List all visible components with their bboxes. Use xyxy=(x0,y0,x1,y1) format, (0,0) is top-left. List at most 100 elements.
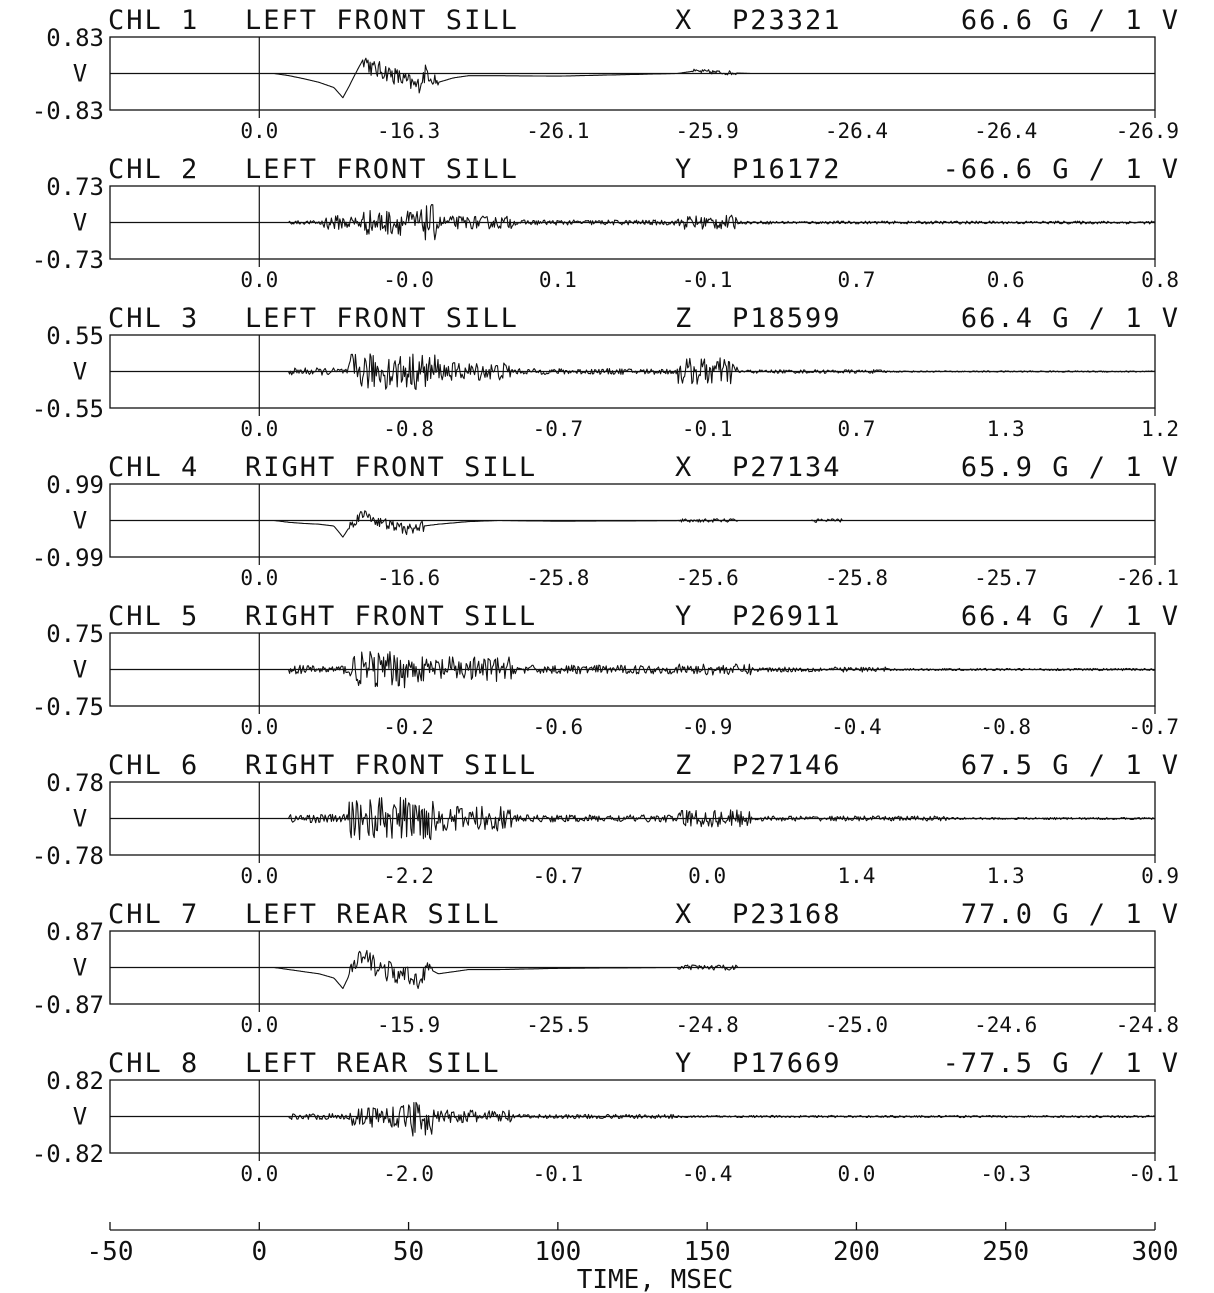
sensor-id: P27134 xyxy=(732,452,842,483)
segment-value-label: -0.4 xyxy=(831,715,882,739)
sensitivity-label: -77.5 G / 1 V xyxy=(943,1048,1180,1079)
channel-location: LEFT FRONT SILL xyxy=(245,5,519,36)
time-tick-label: 300 xyxy=(1132,1237,1179,1267)
segment-value-label: -0.4 xyxy=(682,1162,733,1186)
segment-value-label: 1.3 xyxy=(987,864,1025,888)
y-min-label: -0.55 xyxy=(32,395,104,423)
channel-label: CHL 8 xyxy=(108,1048,199,1079)
y-min-label: -0.75 xyxy=(32,693,104,721)
segment-value-label: -0.0 xyxy=(383,268,434,292)
y-max-label: 0.73 xyxy=(46,173,104,201)
y-min-label: -0.73 xyxy=(32,246,104,274)
sensitivity-label: 66.4 G / 1 V xyxy=(961,303,1180,334)
y-unit-label: V xyxy=(73,656,87,684)
y-min-label: -0.87 xyxy=(32,991,104,1019)
segment-value-label: -0.3 xyxy=(980,1162,1031,1186)
y-max-label: 0.75 xyxy=(46,620,104,648)
channel-panel: CHL 5 RIGHT FRONT SILL Y P26911 66.4 G / 1 V… xyxy=(32,601,1180,739)
segment-value-label: -0.9 xyxy=(682,715,733,739)
y-min-label: -0.83 xyxy=(32,97,104,125)
segment-value-label: -25.0 xyxy=(825,1013,888,1037)
segment-value-label: -24.8 xyxy=(676,1013,739,1037)
time-tick-label: 150 xyxy=(684,1237,731,1267)
channel-location: RIGHT FRONT SILL xyxy=(245,452,537,483)
segment-value-label: 0.8 xyxy=(1141,268,1179,292)
segment-value-label: -26.1 xyxy=(526,119,589,143)
segment-value-label: -0.1 xyxy=(1128,1162,1179,1186)
segment-value-label: 1.3 xyxy=(987,417,1025,441)
y-unit-label: V xyxy=(73,60,87,88)
y-max-label: 0.55 xyxy=(46,322,104,350)
channel-panel: CHL 2 LEFT FRONT SILL Y P16172 -66.6 G / 1 V… xyxy=(32,154,1180,292)
sensor-id: P23321 xyxy=(732,5,842,36)
segment-value-label: 0.1 xyxy=(539,268,577,292)
segment-value-label: -24.6 xyxy=(974,1013,1037,1037)
segment-value-label: -0.1 xyxy=(533,1162,584,1186)
segment-value-label: 0.0 xyxy=(837,1162,875,1186)
sensitivity-label: 66.6 G / 1 V xyxy=(961,5,1180,36)
segment-value-label: -25.8 xyxy=(825,566,888,590)
segment-value-label: -26.4 xyxy=(974,119,1037,143)
sensitivity-label: 65.9 G / 1 V xyxy=(961,452,1180,483)
channel-label: CHL 2 xyxy=(108,154,199,185)
segment-value-label: 0.0 xyxy=(240,268,278,292)
y-unit-label: V xyxy=(73,358,87,386)
segment-value-label: -25.9 xyxy=(676,119,739,143)
segment-value-label: -2.2 xyxy=(383,864,434,888)
signal-trace xyxy=(259,951,1155,989)
segment-value-label: 0.0 xyxy=(240,1162,278,1186)
y-max-label: 0.78 xyxy=(46,769,104,797)
segment-value-label: 1.4 xyxy=(837,864,875,888)
time-tick-label: 0 xyxy=(251,1237,267,1267)
segment-value-label: -0.7 xyxy=(533,864,584,888)
channel-panels: CHL 1 LEFT FRONT SILL X P23321 66.6 G / 1 V 0… xyxy=(32,5,1180,1186)
y-max-label: 0.87 xyxy=(46,918,104,946)
segment-value-label: 0.0 xyxy=(240,417,278,441)
segment-value-label: -24.8 xyxy=(1116,1013,1179,1037)
channel-axis: Z xyxy=(675,303,693,334)
channel-panel: CHL 4 RIGHT FRONT SILL X P27134 65.9 G / 1 V… xyxy=(32,452,1180,590)
segment-value-label: -25.5 xyxy=(526,1013,589,1037)
segment-value-label: 0.0 xyxy=(688,864,726,888)
y-min-label: -0.99 xyxy=(32,544,104,572)
channel-location: LEFT REAR SILL xyxy=(245,1048,501,1079)
time-tick-label: -50 xyxy=(87,1237,134,1267)
sensitivity-label: 77.0 G / 1 V xyxy=(961,899,1180,930)
time-tick-label: 100 xyxy=(534,1237,581,1267)
segment-value-label: -16.3 xyxy=(377,119,440,143)
sensor-id: P17669 xyxy=(732,1048,842,1079)
sensitivity-label: 66.4 G / 1 V xyxy=(961,601,1180,632)
channel-label: CHL 3 xyxy=(108,303,199,334)
segment-value-label: -26.9 xyxy=(1116,119,1179,143)
sensitivity-label: -66.6 G / 1 V xyxy=(943,154,1180,185)
channel-location: RIGHT FRONT SILL xyxy=(245,601,537,632)
segment-value-label: -25.8 xyxy=(526,566,589,590)
segment-value-label: 0.0 xyxy=(240,715,278,739)
channel-panel: CHL 7 LEFT REAR SILL X P23168 77.0 G / 1 V 0.… xyxy=(32,899,1180,1037)
sensor-id: P23168 xyxy=(732,899,842,930)
segment-value-label: -0.1 xyxy=(682,417,733,441)
channel-axis: Z xyxy=(675,750,693,781)
channel-panel: CHL 8 LEFT REAR SILL Y P17669 -77.5 G / 1 V 0… xyxy=(32,1048,1180,1186)
time-tick-label: 50 xyxy=(393,1237,424,1267)
channel-location: RIGHT FRONT SILL xyxy=(245,750,537,781)
channel-axis: Y xyxy=(675,154,693,185)
signal-trace xyxy=(259,58,1155,97)
channel-label: CHL 4 xyxy=(108,452,199,483)
segment-value-label: 0.9 xyxy=(1141,864,1179,888)
sensitivity-label: 67.5 G / 1 V xyxy=(961,750,1180,781)
channel-axis: Y xyxy=(675,601,693,632)
sensor-id: P27146 xyxy=(732,750,842,781)
channel-label: CHL 6 xyxy=(108,750,199,781)
segment-value-label: 1.2 xyxy=(1141,417,1179,441)
time-tick-label: 200 xyxy=(833,1237,880,1267)
segment-value-label: -0.8 xyxy=(980,715,1031,739)
y-unit-label: V xyxy=(73,805,87,833)
channel-axis: Y xyxy=(675,1048,693,1079)
y-min-label: -0.78 xyxy=(32,842,104,870)
sensor-id: P16172 xyxy=(732,154,842,185)
segment-value-label: 0.0 xyxy=(240,119,278,143)
channel-axis: X xyxy=(675,899,693,930)
y-min-label: -0.82 xyxy=(32,1140,104,1168)
